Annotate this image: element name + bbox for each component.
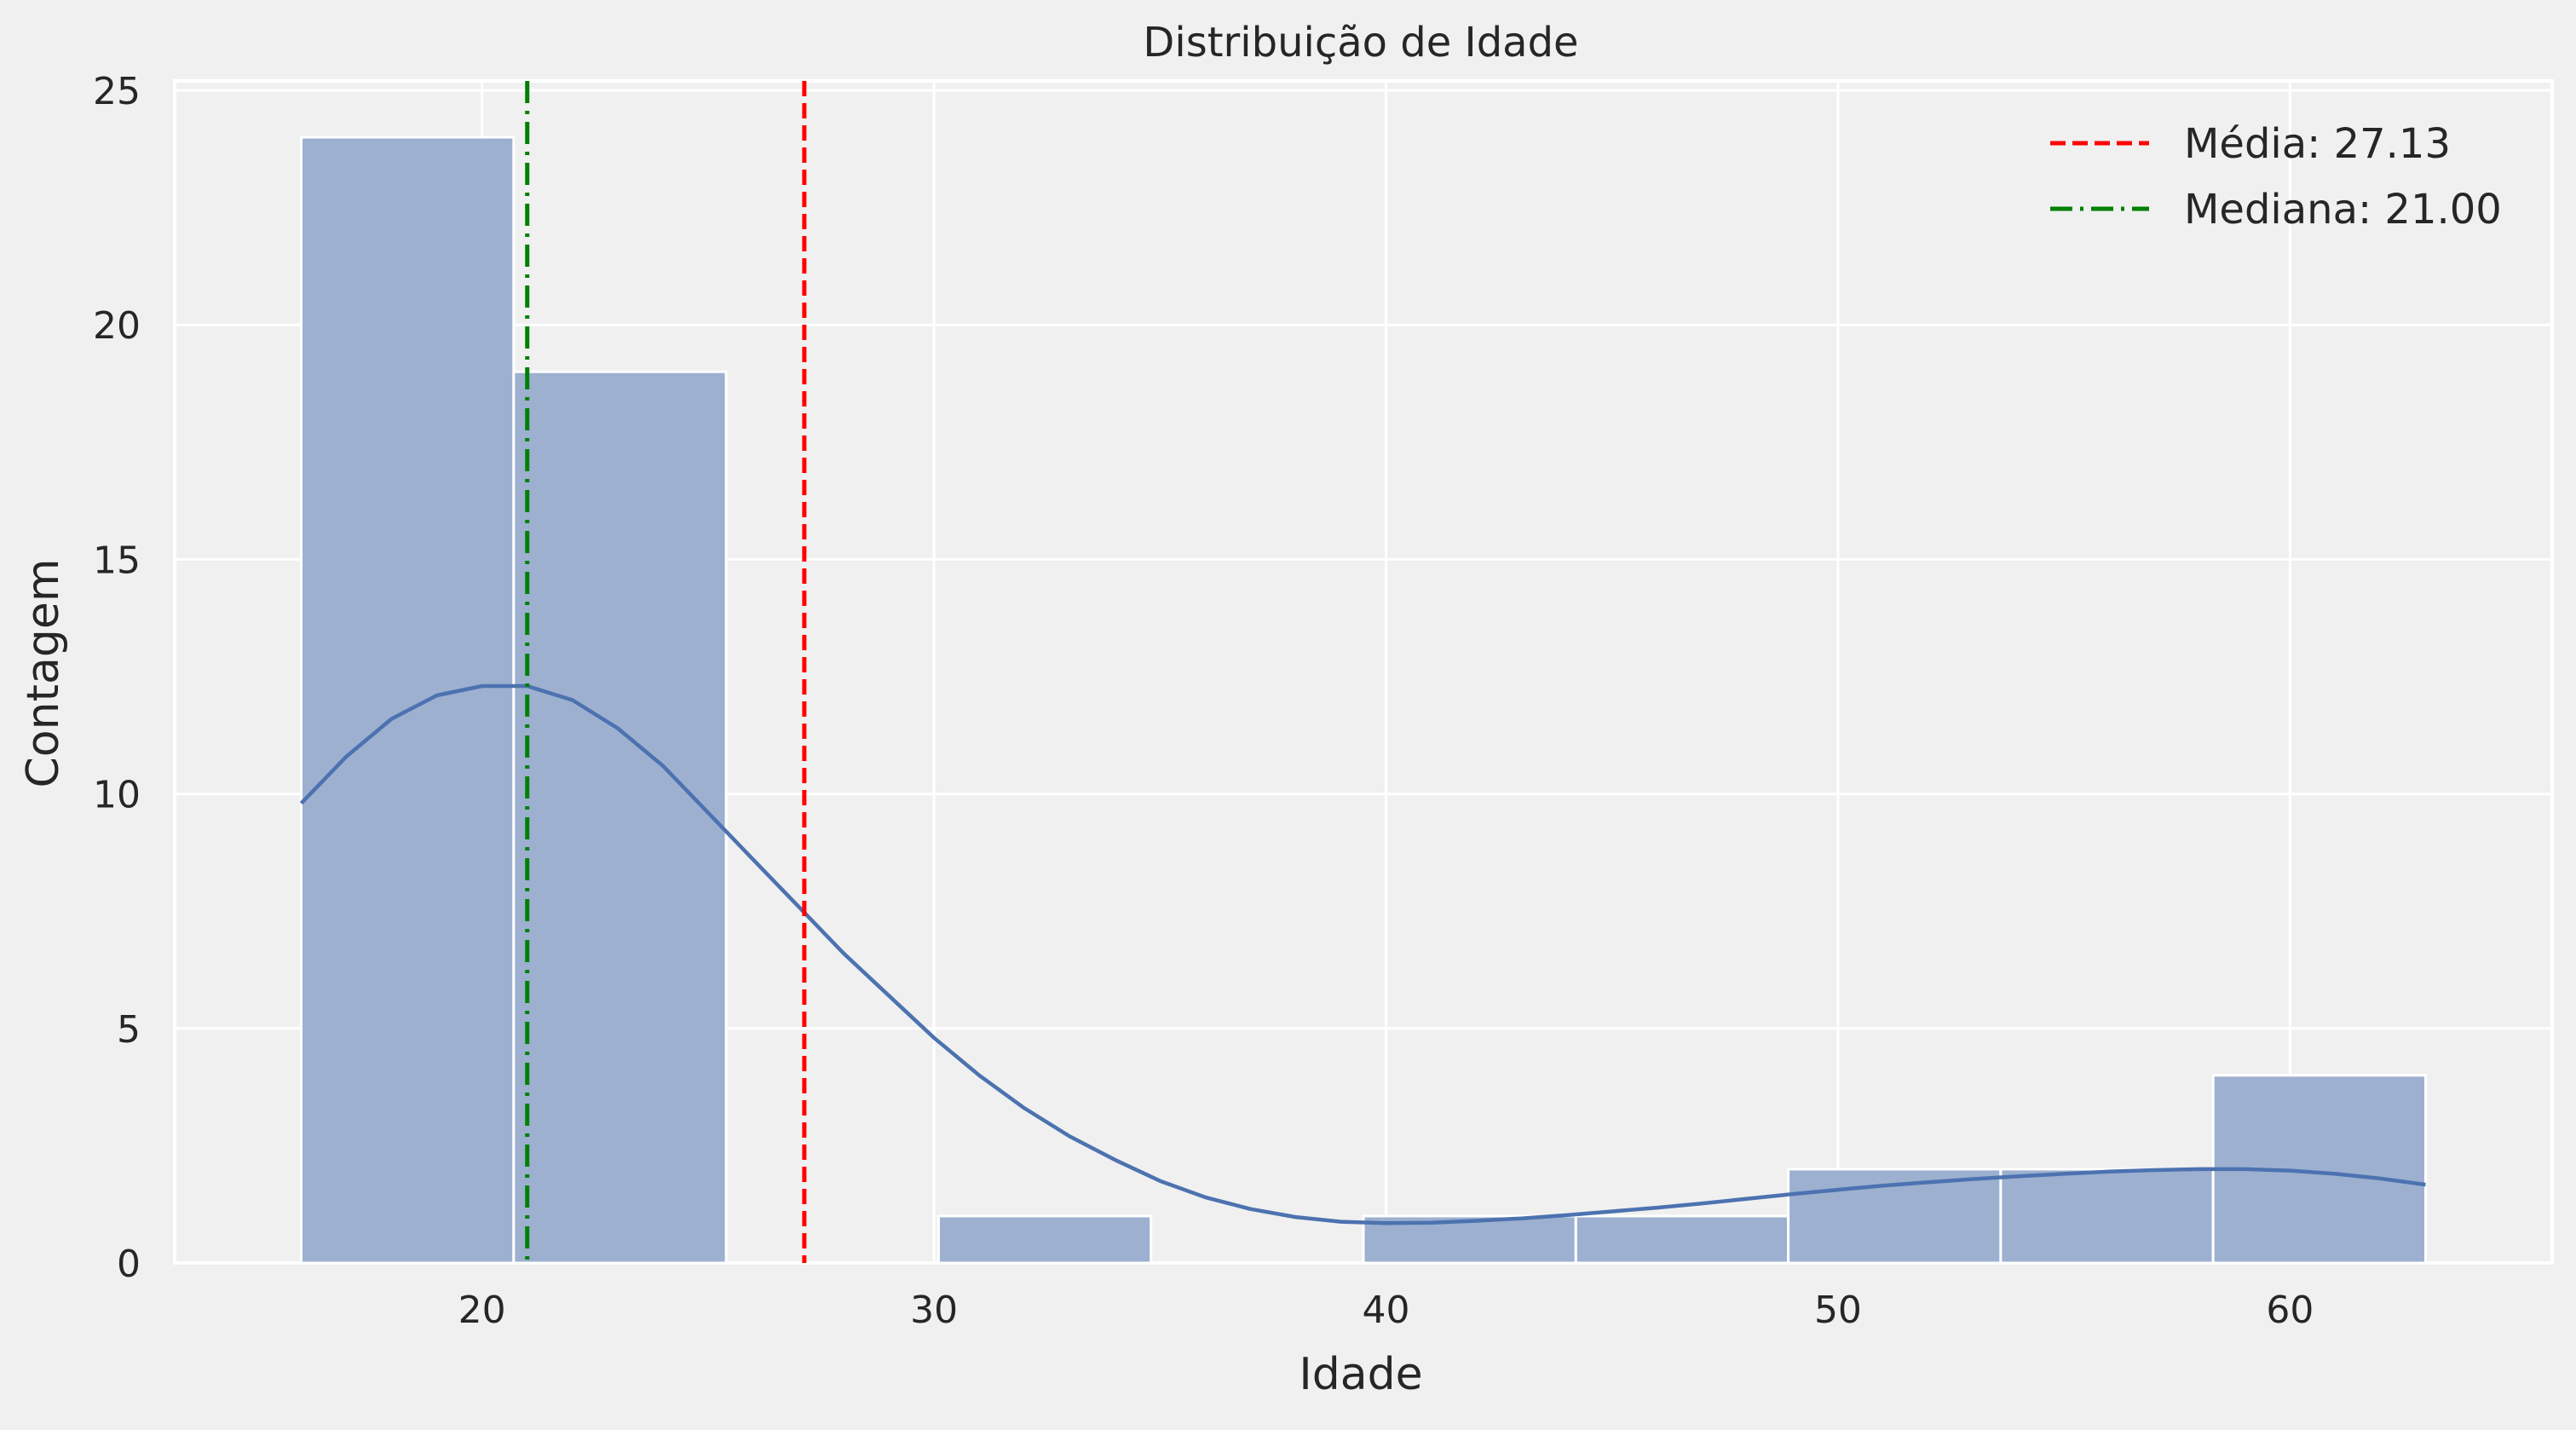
histogram-bar: [1999, 1168, 2215, 1265]
histogram-bar: [1574, 1214, 1790, 1265]
chart-title: Distribuição de Idade: [1143, 19, 1578, 66]
y-tick-label: 20: [93, 304, 141, 348]
bars-layer: [300, 136, 2427, 1265]
x-axis-label: Idade: [1299, 1349, 1422, 1400]
y-tick-label: 15: [93, 539, 141, 582]
y-tick-label: 25: [93, 70, 141, 113]
y-tick-label: 10: [93, 774, 141, 817]
x-axis-ticks: 20 30 40 50 60: [458, 1289, 2314, 1332]
histogram-bar: [512, 370, 728, 1265]
kde-layer: [299, 683, 2426, 1225]
legend-mean-label: Média: 27.13: [2184, 120, 2451, 168]
reference-lines-layer: [525, 81, 807, 1263]
y-tick-label: 5: [117, 1008, 141, 1052]
x-tick-label: 50: [1814, 1289, 1862, 1332]
y-axis-ticks: 0 5 10 15 20 25: [93, 70, 141, 1286]
histogram-bar: [936, 1214, 1153, 1265]
histogram-bar: [300, 136, 516, 1265]
y-axis-label: Contagem: [18, 559, 69, 788]
x-tick-label: 20: [458, 1289, 506, 1332]
kde-curve: [299, 683, 2426, 1225]
x-tick-label: 30: [910, 1289, 958, 1332]
y-tick-label: 0: [117, 1243, 141, 1286]
plot-area: [173, 79, 2554, 1265]
x-tick-label: 60: [2266, 1289, 2314, 1332]
x-tick-label: 40: [1363, 1289, 1410, 1332]
legend: Média: 27.13 Mediana: 21.00: [2050, 120, 2502, 234]
legend-median-label: Mediana: 21.00: [2184, 186, 2502, 234]
